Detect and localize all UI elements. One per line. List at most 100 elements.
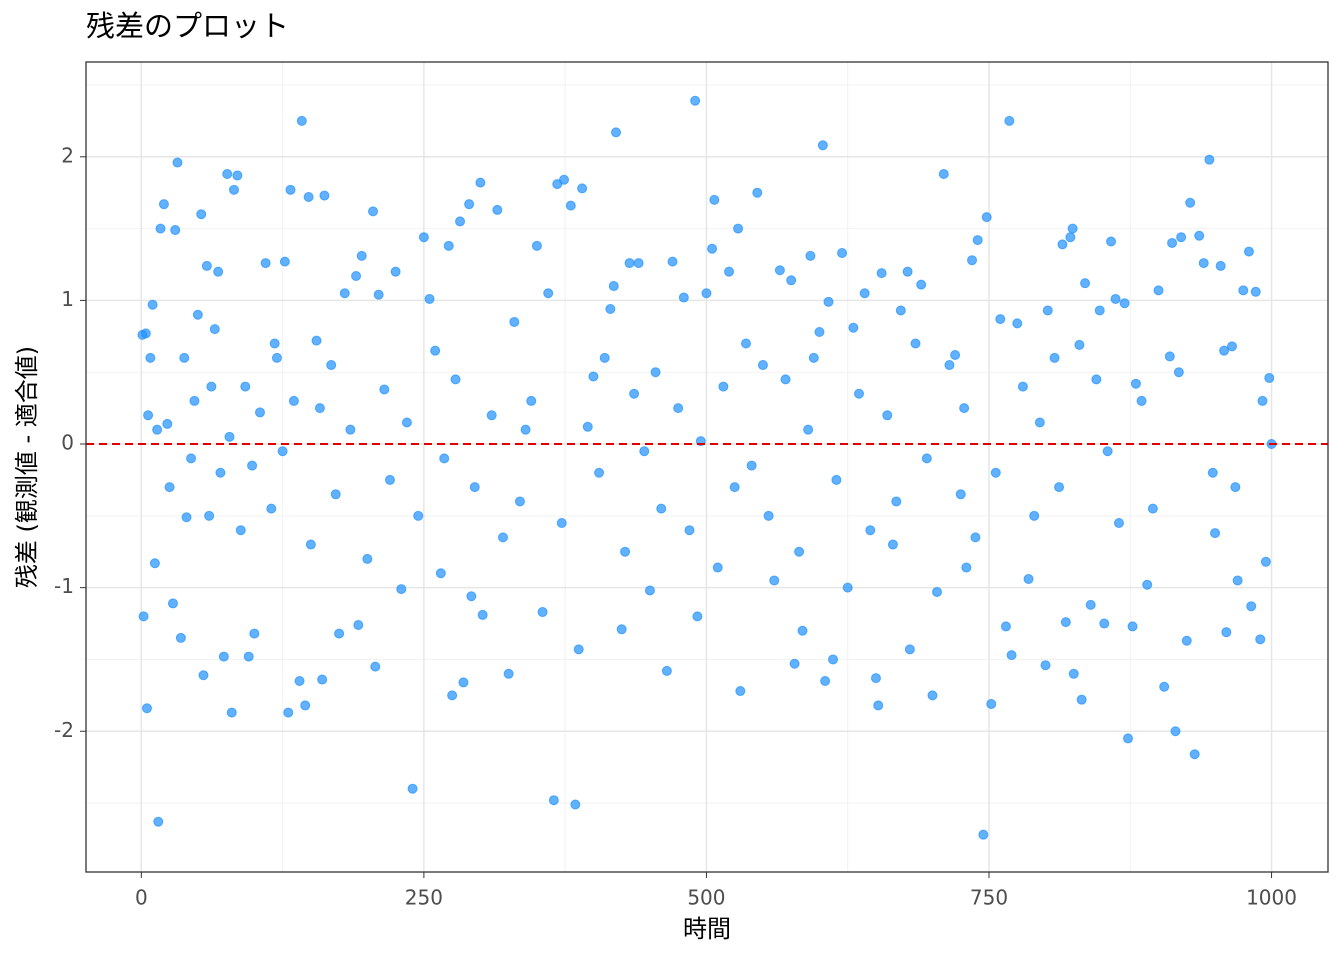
x-tick-label: 0: [135, 886, 148, 910]
x-tick-label: 1000: [1246, 886, 1297, 910]
point: [746, 460, 757, 471]
point: [605, 304, 616, 315]
point: [1080, 278, 1091, 289]
point: [823, 296, 834, 307]
point: [319, 190, 330, 201]
point: [1207, 467, 1218, 478]
point: [526, 395, 537, 406]
point: [279, 256, 290, 267]
point: [910, 338, 921, 349]
point: [1054, 482, 1065, 493]
point: [978, 829, 989, 840]
point: [904, 644, 915, 655]
point: [684, 525, 695, 536]
point: [1106, 236, 1117, 247]
point: [967, 255, 978, 266]
point: [709, 194, 720, 205]
point: [1176, 232, 1187, 243]
point: [1102, 446, 1113, 457]
point: [413, 510, 424, 521]
point: [204, 510, 215, 521]
point: [303, 192, 314, 202]
point: [611, 127, 622, 138]
y-tick-label: 1: [61, 287, 74, 311]
point: [153, 816, 164, 827]
point: [509, 316, 520, 327]
point: [944, 360, 955, 371]
point: [167, 598, 178, 609]
point: [1147, 503, 1158, 514]
point: [938, 169, 949, 180]
point: [247, 460, 258, 471]
point: [373, 289, 384, 300]
point: [384, 474, 395, 485]
point: [326, 360, 337, 371]
point: [138, 611, 149, 622]
point: [1006, 650, 1017, 661]
point: [1181, 635, 1192, 646]
point: [458, 677, 469, 688]
point: [599, 352, 610, 363]
point: [283, 707, 294, 718]
point: [556, 518, 567, 529]
point: [927, 690, 938, 701]
point: [469, 482, 480, 493]
point: [260, 258, 271, 269]
point: [1194, 230, 1205, 241]
point: [902, 266, 913, 277]
point: [243, 651, 254, 662]
point: [986, 698, 997, 709]
point: [1065, 232, 1076, 243]
point: [198, 670, 209, 681]
point: [277, 446, 288, 457]
point: [1042, 305, 1053, 316]
point: [724, 266, 735, 277]
point: [164, 482, 175, 493]
point: [334, 628, 345, 639]
point: [620, 546, 631, 557]
point: [424, 293, 435, 304]
point: [1215, 260, 1226, 271]
point: [447, 690, 458, 701]
point: [455, 216, 466, 227]
point: [356, 250, 367, 261]
point: [1004, 115, 1015, 126]
point: [339, 288, 350, 299]
point: [351, 270, 362, 281]
point: [305, 539, 316, 550]
point: [633, 258, 644, 269]
point: [1136, 395, 1147, 406]
point: [368, 206, 379, 217]
point: [1130, 378, 1141, 389]
point: [876, 268, 887, 279]
point: [757, 360, 768, 371]
point: [932, 586, 942, 597]
point: [1127, 621, 1138, 632]
point: [1060, 617, 1071, 628]
point: [678, 292, 689, 303]
point: [1232, 575, 1243, 586]
point: [353, 619, 364, 630]
point: [789, 658, 800, 669]
point: [222, 169, 233, 180]
point: [1119, 298, 1130, 309]
point: [206, 381, 217, 392]
point: [570, 799, 581, 810]
point: [692, 611, 703, 622]
point: [213, 266, 224, 277]
point: [1029, 510, 1040, 521]
point: [895, 305, 906, 316]
point: [537, 607, 548, 618]
point: [865, 525, 876, 536]
point: [254, 407, 265, 418]
point: [701, 288, 712, 299]
chart-title: 残差のプロット: [86, 9, 289, 43]
point: [786, 275, 797, 286]
point: [548, 795, 559, 806]
point: [396, 584, 407, 595]
point: [1012, 318, 1023, 329]
point: [1159, 681, 1170, 692]
point: [1173, 367, 1184, 378]
point: [175, 632, 186, 643]
